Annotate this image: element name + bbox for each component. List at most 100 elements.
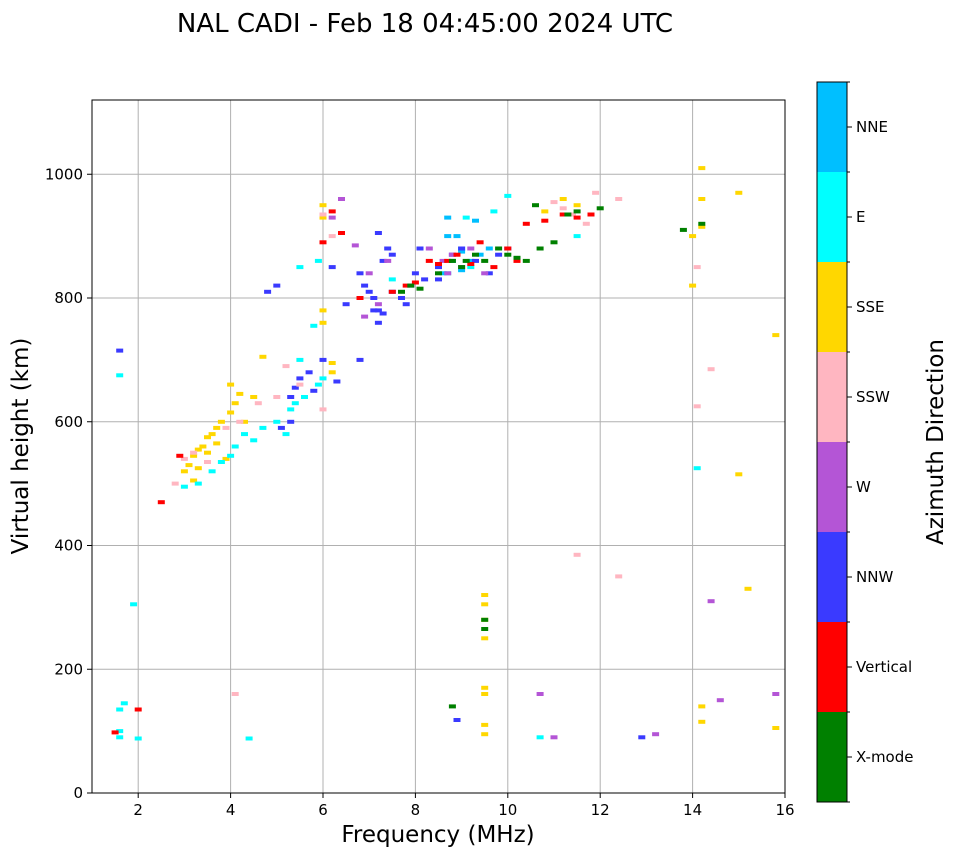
- data-point-nnw: [342, 302, 350, 307]
- data-point-nnw: [273, 283, 281, 288]
- data-point-w: [374, 302, 382, 307]
- data-point-ssw: [550, 200, 558, 205]
- data-point-x-mode: [504, 252, 512, 257]
- data-point-e: [573, 234, 581, 239]
- data-point-sse: [208, 432, 216, 437]
- data-point-sse: [227, 410, 235, 415]
- data-point-e: [287, 407, 295, 412]
- data-point-x-mode: [407, 283, 415, 288]
- data-point-ssw: [328, 234, 336, 239]
- data-point-sse: [185, 463, 193, 468]
- y-axis-label: Virtual height (km): [8, 338, 34, 555]
- data-point-nnw: [435, 265, 442, 270]
- data-point-sse: [319, 308, 327, 313]
- data-point-nnw: [333, 379, 341, 384]
- data-point-e: [241, 432, 248, 437]
- data-point-e: [116, 735, 124, 740]
- data-point-sse: [698, 704, 706, 709]
- data-point-x-mode: [698, 221, 706, 226]
- data-point-vertical: [453, 252, 461, 257]
- data-point-sse: [190, 478, 198, 483]
- data-point-w: [439, 258, 447, 263]
- data-point-w: [536, 692, 544, 696]
- data-point-sse: [217, 419, 225, 424]
- data-point-sse: [559, 197, 567, 201]
- data-point-nnw: [374, 320, 382, 325]
- data-point-ssw: [254, 401, 262, 406]
- data-point-sse: [481, 636, 489, 641]
- data-point-x-mode: [596, 206, 604, 211]
- data-point-nne: [439, 271, 447, 276]
- data-point-w: [384, 258, 392, 263]
- data-point-sse: [227, 382, 235, 387]
- data-point-sse: [319, 320, 327, 325]
- y-tick-label: 200: [54, 660, 83, 678]
- data-point-e: [462, 215, 470, 220]
- data-point-e: [282, 432, 290, 437]
- data-point-vertical: [444, 258, 452, 263]
- data-point-ssw: [693, 404, 701, 409]
- data-point-nnw: [458, 246, 466, 251]
- colorbar-segment-vertical: [817, 622, 847, 712]
- data-point-nnw: [388, 252, 396, 257]
- data-point-sse: [204, 435, 211, 440]
- data-point-vertical: [388, 289, 396, 294]
- data-point-nnw: [116, 348, 124, 353]
- data-point-nne: [458, 268, 466, 273]
- data-point-ssw: [693, 265, 701, 270]
- data-point-ssw: [615, 574, 623, 579]
- colorbar-segment-w: [817, 442, 847, 532]
- grid-lines: [92, 100, 786, 794]
- data-point-sse: [744, 586, 752, 591]
- plot-frame: [91, 99, 786, 794]
- data-point-e: [134, 736, 142, 741]
- data-point-ssw: [222, 425, 230, 430]
- data-point-sse: [481, 602, 489, 607]
- colorbar-tick-label: NNE: [856, 118, 888, 136]
- data-point-vertical: [356, 296, 364, 300]
- data-point-w: [448, 252, 456, 257]
- data-point-nnw: [379, 258, 387, 263]
- data-point-x-mode: [536, 246, 544, 251]
- data-point-x-mode: [513, 255, 521, 260]
- x-tick-label: 2: [133, 801, 143, 819]
- data-point-nnw: [435, 277, 442, 282]
- data-point-e: [296, 265, 304, 270]
- data-point-vertical: [157, 500, 165, 505]
- colorbar-tick-label: E: [856, 208, 865, 226]
- data-point-e: [250, 438, 258, 443]
- data-point-vertical: [476, 240, 484, 245]
- data-point-sse: [481, 732, 489, 737]
- data-point-nnw: [291, 385, 299, 390]
- colorbar-label: Azimuth Direction: [923, 339, 949, 545]
- data-point-ssw: [171, 481, 179, 486]
- data-point-sse: [213, 441, 221, 446]
- data-point-vertical: [411, 280, 419, 285]
- data-point-nnw: [370, 308, 378, 313]
- data-point-vertical: [402, 283, 410, 288]
- data-point-vertical: [522, 221, 530, 226]
- data-point-sse: [259, 354, 267, 359]
- data-point-vertical: [467, 262, 475, 266]
- data-point-ssw: [282, 364, 290, 369]
- data-point-nnw: [356, 271, 364, 276]
- colorbar-tick-label: SSE: [856, 298, 885, 316]
- data-point-sse: [328, 361, 336, 365]
- data-point-sse: [328, 370, 336, 375]
- data-point-ssw: [190, 450, 198, 455]
- data-point-e: [259, 425, 267, 430]
- data-point-vertical: [504, 246, 512, 251]
- data-point-ssw: [582, 221, 590, 226]
- data-point-e: [301, 395, 308, 399]
- data-point-nnw: [398, 296, 405, 300]
- y-tick-label: 400: [54, 537, 83, 555]
- data-point-sse: [772, 726, 780, 730]
- data-point-x-mode: [435, 271, 442, 276]
- data-point-sse: [222, 456, 230, 461]
- data-point-x-mode: [448, 258, 456, 263]
- data-point-nnw: [296, 376, 304, 381]
- data-point-nnw: [287, 419, 295, 424]
- data-point-e: [388, 277, 396, 282]
- data-point-nnw: [305, 370, 313, 375]
- data-point-sse: [689, 283, 697, 288]
